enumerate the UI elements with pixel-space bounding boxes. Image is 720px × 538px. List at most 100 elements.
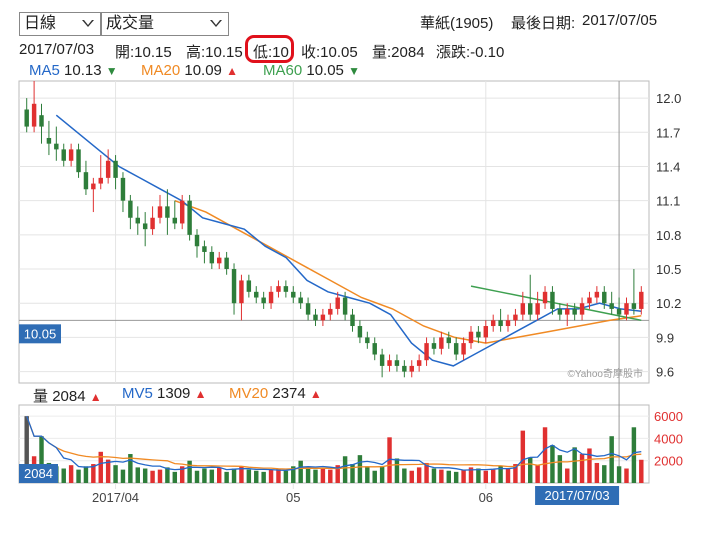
candle-body <box>409 365 414 372</box>
volume-bar <box>565 468 570 483</box>
volume-bar <box>431 468 437 483</box>
volume-bar <box>498 466 503 483</box>
candle-body <box>446 337 451 344</box>
candle-body <box>424 343 429 361</box>
volume-bar <box>194 470 200 483</box>
ma20-line <box>174 199 642 344</box>
volume-bar <box>439 469 444 483</box>
candle-body <box>350 314 355 327</box>
volume-bar <box>468 467 474 483</box>
period-select[interactable]: 日線 <box>19 12 101 36</box>
volume-bar <box>490 469 496 483</box>
mv20-legend-label: MV20 <box>229 385 269 402</box>
candle-body <box>572 308 577 315</box>
volume-tick-label: 2000 <box>654 454 683 469</box>
volume-bar <box>113 465 118 483</box>
volume-bar <box>98 451 103 483</box>
volume-bar <box>328 469 333 483</box>
volume-bar <box>616 466 622 483</box>
price-tick-label: 9.9 <box>656 330 674 345</box>
time-tick-label: 05 <box>286 490 300 505</box>
volume-bar <box>624 468 629 483</box>
ma5-down-arrow-icon: ▼ <box>105 64 118 78</box>
volume-bar <box>424 462 429 483</box>
volume-bar <box>231 468 237 483</box>
volume-bar <box>68 465 74 483</box>
quote-date: 2017/07/03 <box>19 41 95 58</box>
candle-body <box>439 337 444 349</box>
candle-body <box>431 343 437 349</box>
last-date: 2017/07/05 <box>582 12 658 29</box>
mv20-legend-value: 2374 <box>272 385 306 402</box>
volume-bar <box>446 470 451 483</box>
volume-badge-bg <box>19 464 58 483</box>
volume-bar <box>320 468 326 483</box>
candle-body <box>624 303 629 315</box>
volume-bar <box>172 471 178 483</box>
price-badge-bg <box>19 324 61 344</box>
date-badge: 2017/07/03 <box>545 488 610 503</box>
candle-body <box>550 291 555 309</box>
ma60-legend-value: 10.05 <box>306 62 344 79</box>
volume-panel-frame <box>18 404 650 484</box>
candle-body <box>357 326 363 338</box>
volume-bar <box>24 416 29 483</box>
volume-bar <box>550 445 555 483</box>
volume-bar <box>120 469 126 483</box>
mv20-legend: MV20 2374 ▲ <box>229 385 322 402</box>
quote-open: 開:10.15 <box>115 44 172 61</box>
volume-bar <box>150 470 155 483</box>
candle-body <box>61 149 66 161</box>
price-tick-label: 11.1 <box>656 194 680 209</box>
volume-bar <box>254 470 259 483</box>
volume-bar <box>387 437 392 483</box>
candle-body <box>305 303 311 315</box>
volume-bar <box>246 469 252 483</box>
ma5-legend-value: 10.13 <box>64 62 102 79</box>
volume-bar <box>128 454 133 483</box>
indicator-select[interactable]: 成交量 <box>101 12 229 36</box>
candle-body <box>453 343 459 355</box>
price-badge: 10.05 <box>24 326 57 341</box>
ma5-legend: MA5 10.13 ▼ <box>29 62 118 79</box>
candle-body <box>468 331 474 344</box>
stock-name: 華紙(1905) <box>420 15 494 32</box>
candle-body <box>639 291 644 309</box>
price-panel-frame <box>18 80 650 384</box>
volume-bar <box>557 455 563 483</box>
candle-body <box>542 291 548 304</box>
candle-body <box>98 177 103 184</box>
volume-bar <box>416 467 422 483</box>
volume-bar <box>165 467 170 483</box>
mv5-legend-value: 1309 <box>157 385 191 402</box>
volume-legend-value: 2084 <box>52 388 86 405</box>
volume-bar <box>142 468 148 483</box>
ma60-line <box>470 285 642 322</box>
candle-body <box>328 308 333 315</box>
low-highlight-circle <box>245 35 294 63</box>
date-badge-bg <box>535 486 620 505</box>
candle-body <box>483 326 489 338</box>
volume-bar <box>513 464 518 483</box>
volume-bar <box>179 466 185 483</box>
volume-bar <box>157 469 163 483</box>
volume-bar <box>476 468 481 483</box>
volume-bar <box>313 469 318 483</box>
candle-body <box>179 200 185 224</box>
volume-bar <box>217 467 222 483</box>
candle-body <box>498 320 503 327</box>
candle-body <box>268 291 274 304</box>
volume-bar <box>483 470 489 483</box>
candle-body <box>276 286 281 292</box>
mv20-up-arrow-icon: ▲ <box>309 387 322 401</box>
price-tick-label: 11.4 <box>656 159 680 174</box>
candle-body <box>202 246 207 252</box>
candle-body <box>83 172 89 190</box>
volume-legend-label: 量 <box>33 388 49 405</box>
price-tick-label: 10.2 <box>656 296 681 311</box>
candle-body <box>46 137 52 144</box>
candle-body <box>150 217 155 230</box>
candle-body <box>231 269 237 304</box>
chevron-down-icon <box>82 20 94 27</box>
